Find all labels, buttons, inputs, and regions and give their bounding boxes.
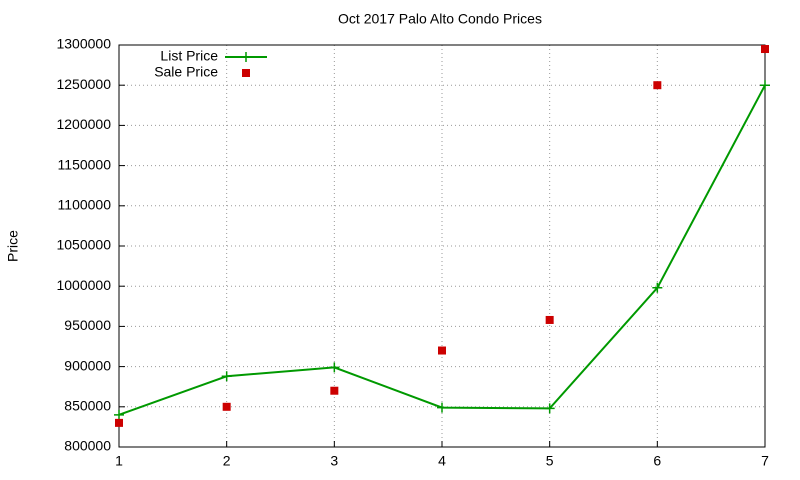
point-marker xyxy=(652,282,663,293)
y-tick-label: 1050000 xyxy=(56,237,111,253)
y-tick-label: 850000 xyxy=(64,398,111,414)
point-marker xyxy=(242,69,250,77)
y-axis-label: Price xyxy=(5,230,21,262)
x-tick-label: 2 xyxy=(223,453,231,469)
y-tick-label: 900000 xyxy=(64,357,111,373)
point-marker xyxy=(114,409,124,420)
y-tick-label: 1150000 xyxy=(58,156,112,172)
x-tick-label: 6 xyxy=(653,453,661,469)
y-tick-label: 950000 xyxy=(64,317,111,333)
y-tick-label: 1100000 xyxy=(58,197,112,213)
x-tick-label: 5 xyxy=(546,453,554,469)
point-marker xyxy=(222,402,231,411)
chart-title: Oct 2017 Palo Alto Condo Prices xyxy=(338,11,542,27)
y-tick-label: 1250000 xyxy=(56,76,111,92)
y-tick-label: 1000000 xyxy=(56,277,111,293)
point-marker xyxy=(330,386,339,395)
point-marker xyxy=(653,81,662,90)
plot-frame xyxy=(118,44,766,448)
point-marker xyxy=(760,80,770,91)
y-tick-label: 800000 xyxy=(64,438,111,454)
y-tick-label: 1300000 xyxy=(56,36,111,52)
x-tick-label: 3 xyxy=(330,453,338,469)
point-marker xyxy=(115,418,123,427)
point-marker xyxy=(329,362,340,373)
x-tick-label: 7 xyxy=(761,453,769,469)
y-tick-label: 1200000 xyxy=(56,116,111,132)
x-tick-label: 1 xyxy=(115,453,123,469)
point-marker xyxy=(761,45,769,54)
point-marker xyxy=(437,402,447,413)
point-marker xyxy=(438,346,446,355)
x-tick-label: 4 xyxy=(438,453,446,469)
legend-label: List Price xyxy=(160,48,218,64)
point-marker xyxy=(221,371,232,382)
legend-label: Sale Price xyxy=(154,64,218,80)
point-marker xyxy=(545,315,554,324)
point-marker xyxy=(544,403,555,414)
point-marker xyxy=(241,52,251,62)
